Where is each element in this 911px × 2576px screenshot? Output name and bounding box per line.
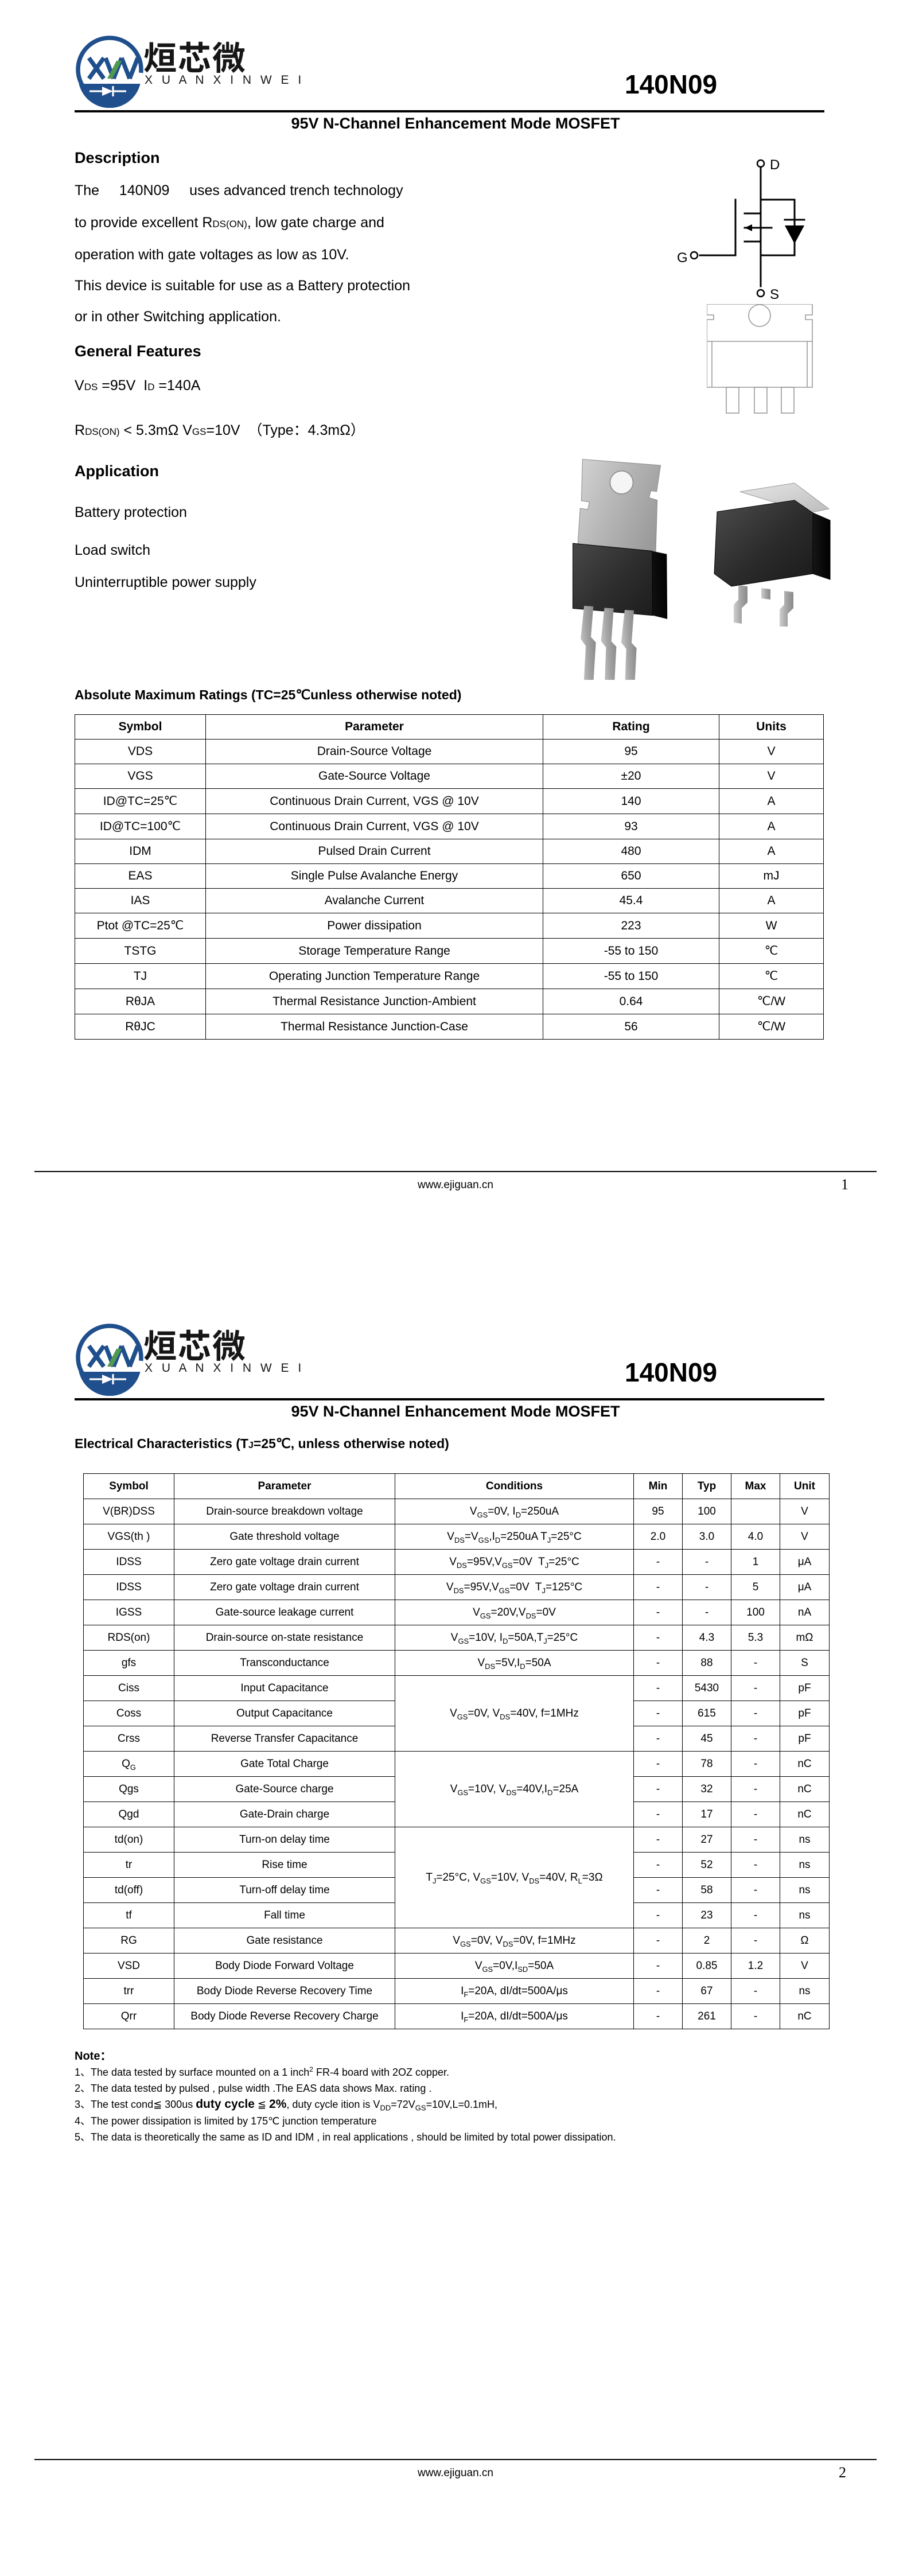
svg-text:S: S	[770, 287, 779, 302]
svg-text:G: G	[677, 250, 688, 266]
svg-text:D: D	[770, 158, 780, 173]
